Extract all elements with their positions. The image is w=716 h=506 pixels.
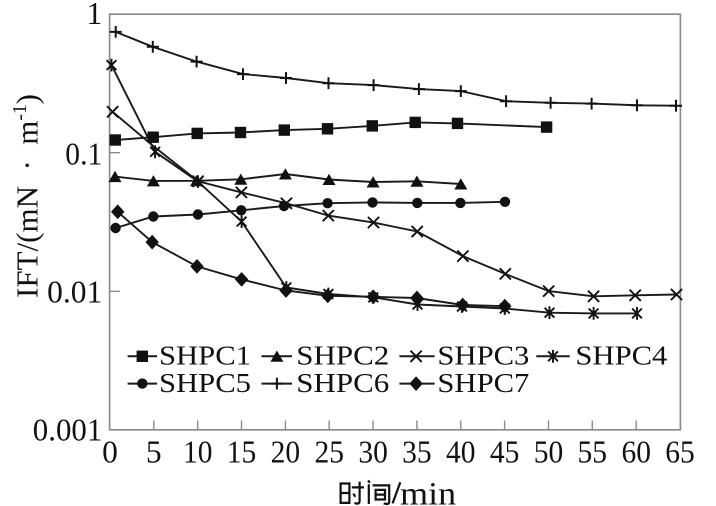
svg-text:SHPC6: SHPC6 [296,368,389,398]
svg-text:40: 40 [446,435,476,470]
svg-text:0: 0 [102,435,118,470]
svg-text:1: 1 [87,0,103,31]
svg-text:5: 5 [146,435,162,470]
svg-text:55: 55 [578,435,608,470]
svg-text:SHPC1: SHPC1 [159,340,251,370]
svg-text:25: 25 [314,435,344,470]
svg-text:SHPC7: SHPC7 [437,368,529,398]
svg-text:SHPC2: SHPC2 [296,340,389,370]
svg-text:0.1: 0.1 [65,136,102,171]
svg-text:20: 20 [271,435,301,470]
svg-text:min: min [400,476,456,506]
svg-text:60: 60 [621,435,651,470]
svg-text:50: 50 [534,435,564,470]
svg-text:0.01: 0.01 [47,274,102,309]
svg-text:65: 65 [665,435,695,470]
svg-text:45: 45 [490,435,520,470]
svg-text:IFT/(mN · m-1): IFT/(mN · m-1) [10,94,45,298]
svg-text:0.001: 0.001 [33,413,103,448]
svg-text:SHPC3: SHPC3 [437,340,529,370]
svg-text:SHPC5: SHPC5 [159,368,251,398]
svg-text:30: 30 [358,435,388,470]
svg-text:SHPC4: SHPC4 [575,340,668,370]
svg-text:35: 35 [402,435,432,470]
svg-text:10: 10 [183,435,213,470]
svg-text:15: 15 [227,435,257,470]
